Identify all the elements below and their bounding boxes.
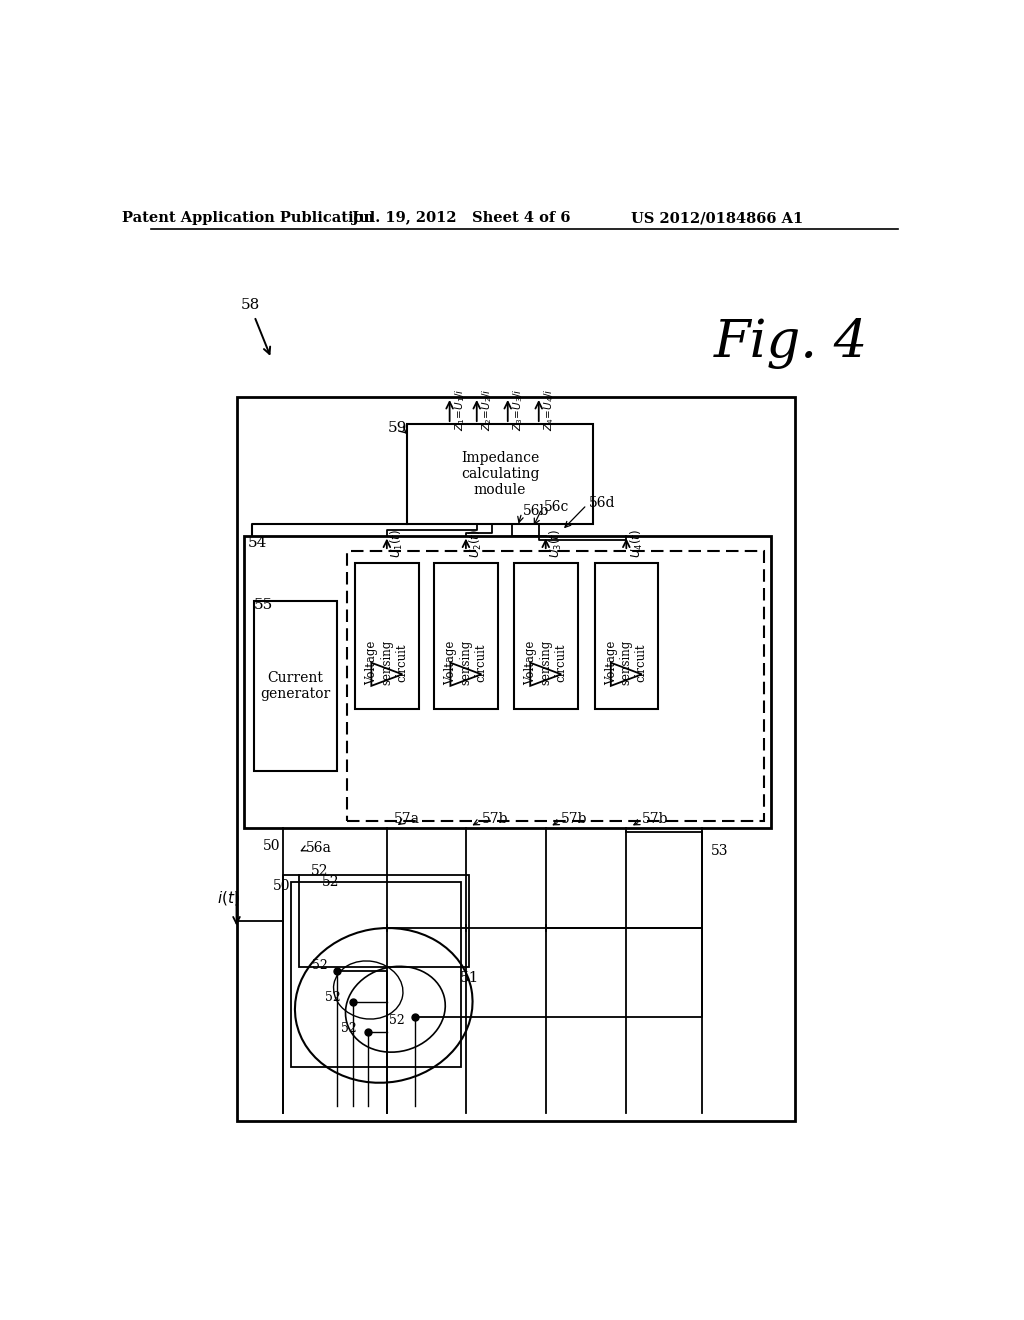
Text: 50: 50: [273, 879, 291, 894]
Text: $Z_1\!=\!U_1/i$: $Z_1\!=\!U_1/i$: [453, 389, 467, 432]
Text: Voltage
sensing
circuit: Voltage sensing circuit: [605, 640, 648, 685]
Text: 57b: 57b: [481, 812, 508, 826]
Text: Impedance
calculating
module: Impedance calculating module: [461, 451, 540, 498]
Text: 58: 58: [241, 298, 260, 312]
Text: 57a: 57a: [394, 812, 420, 826]
Text: 57b: 57b: [642, 812, 669, 826]
Text: Voltage
sensing
circuit: Voltage sensing circuit: [524, 640, 567, 685]
Text: $Z_2\!=\!U_2/i$: $Z_2\!=\!U_2/i$: [480, 389, 494, 432]
Text: Voltage
sensing
circuit: Voltage sensing circuit: [444, 640, 487, 685]
Bar: [245, 536, 771, 829]
Text: US 2012/0184866 A1: US 2012/0184866 A1: [631, 211, 803, 226]
Text: 56d: 56d: [589, 496, 615, 511]
Text: Jul. 19, 2012   Sheet 4 of 6: Jul. 19, 2012 Sheet 4 of 6: [352, 211, 570, 226]
Text: $U_4(t)$: $U_4(t)$: [629, 529, 645, 558]
Text: Fig. 4: Fig. 4: [714, 318, 867, 368]
Bar: [595, 562, 658, 709]
Text: $i(t)$: $i(t)$: [217, 888, 240, 907]
Text: 52: 52: [341, 1022, 356, 1035]
Text: Patent Application Publication: Patent Application Publication: [122, 211, 374, 226]
Text: 54: 54: [248, 536, 267, 550]
Bar: [434, 562, 498, 709]
Text: Voltage
sensing
circuit: Voltage sensing circuit: [366, 640, 409, 685]
Bar: [346, 552, 764, 821]
Bar: [291, 882, 461, 1067]
Bar: [237, 397, 795, 1121]
Text: 56c: 56c: [544, 500, 568, 515]
Bar: [514, 562, 578, 709]
Text: 56b: 56b: [523, 504, 550, 517]
Text: 57b: 57b: [561, 812, 588, 826]
Text: 52: 52: [323, 875, 340, 890]
Text: 52: 52: [326, 991, 341, 1005]
Text: 52: 52: [310, 863, 328, 878]
Text: $U_1(t)$: $U_1(t)$: [389, 529, 406, 558]
Bar: [407, 424, 593, 524]
Text: 51: 51: [460, 972, 478, 986]
Text: Current
generator: Current generator: [260, 671, 331, 701]
Text: $Z_4\!=\!U_4/i$: $Z_4\!=\!U_4/i$: [542, 389, 556, 432]
Text: 52: 52: [312, 958, 328, 972]
Text: 55: 55: [254, 598, 272, 612]
Bar: [355, 562, 419, 709]
Text: 59: 59: [388, 421, 407, 434]
Text: 52: 52: [389, 1014, 404, 1027]
Text: $U_2(t)$: $U_2(t)$: [468, 529, 484, 558]
Text: $U_3(t)$: $U_3(t)$: [548, 529, 564, 558]
Text: 50: 50: [262, 840, 280, 853]
Text: 53: 53: [711, 845, 728, 858]
Text: 56a: 56a: [306, 841, 332, 854]
Text: $Z_3\!=\!U_3/i$: $Z_3\!=\!U_3/i$: [511, 389, 524, 432]
Bar: [254, 601, 337, 771]
Bar: [299, 875, 469, 966]
